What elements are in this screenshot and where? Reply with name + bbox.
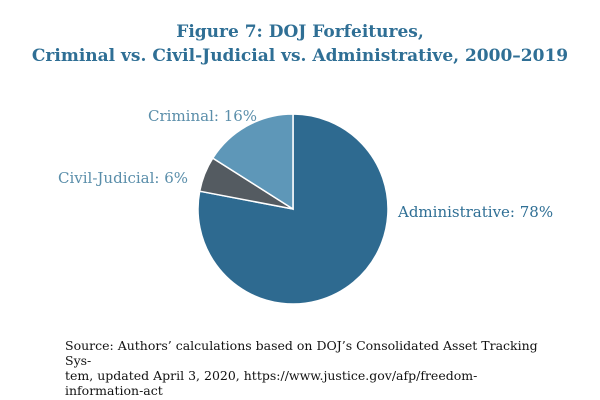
- slice-label-administrative: Administrative: 78%: [397, 203, 553, 221]
- slice-label-criminal: Criminal: 16%: [148, 107, 257, 125]
- chart-title-line-1: Figure 7: DOJ Forfeitures,: [176, 22, 424, 42]
- source-note: Source: Authors’ calculations based on D…: [65, 338, 565, 398]
- pie-slice-administrative: [197, 113, 389, 305]
- source-line-2: tem, updated April 3, 2020, https://www.…: [65, 368, 478, 383]
- pie-slice-criminal: [211, 113, 294, 211]
- chart-title-line-2: Criminal vs. Civil-Judicial vs. Administ…: [31, 46, 569, 66]
- source-line-3: information-act: [65, 383, 163, 398]
- source-line-1: Source: Authors’ calculations based on D…: [65, 338, 538, 368]
- slice-label-civil-judicial: Civil-Judicial: 6%: [58, 169, 188, 187]
- chart-title: Figure 7: DOJ Forfeitures, Criminal vs. …: [0, 20, 600, 68]
